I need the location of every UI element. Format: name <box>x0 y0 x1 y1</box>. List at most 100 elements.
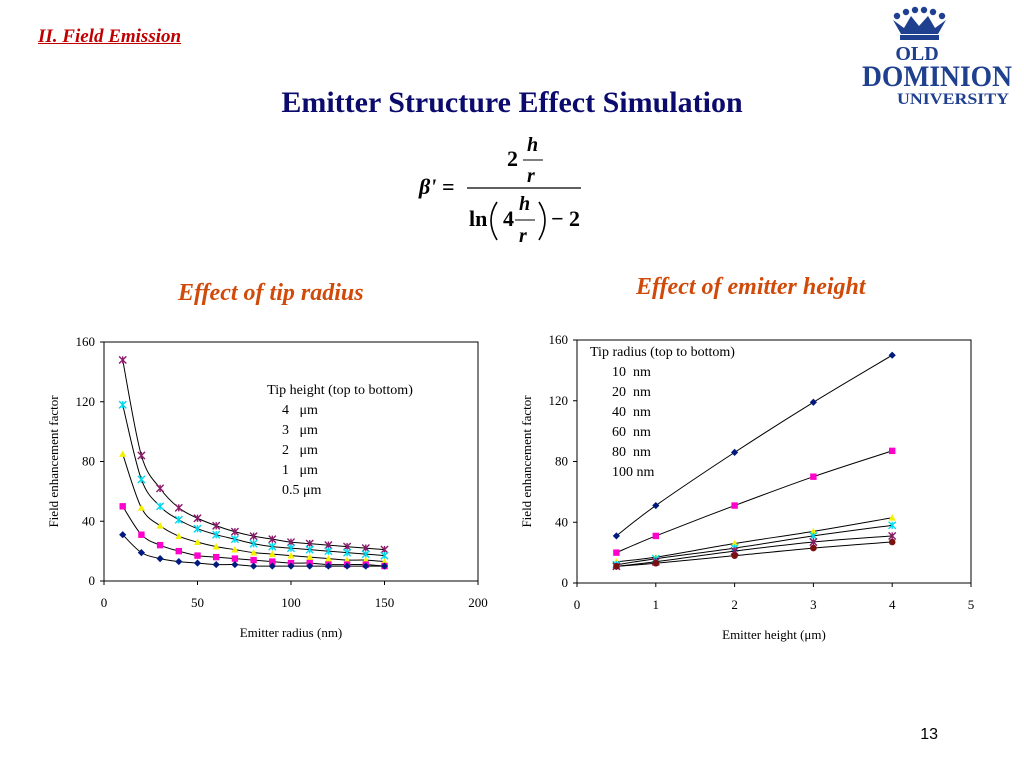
c1-y-axis-label: Field enhancement factor <box>519 395 534 528</box>
c0-series-3-point <box>231 555 239 562</box>
c1-series-2-point <box>809 527 817 535</box>
c1-series-1-point <box>731 502 738 509</box>
c1-series-2-point <box>731 539 739 547</box>
c1-x-tick-label: 5 <box>968 597 975 612</box>
c0-series-1-point <box>324 547 333 556</box>
logo-line-old: OLD <box>895 43 938 65</box>
c0-series-0-point <box>156 484 165 493</box>
formula-num-r: r <box>527 165 535 187</box>
c0-series-1-point <box>268 542 277 551</box>
c1-legend: Tip radius (top to bottom) 10 nm 20 nm 40 n… <box>590 345 735 480</box>
c1-y-tick-label: 0 <box>562 575 569 590</box>
c0-series-1-point <box>230 535 239 544</box>
c0-series-2-point <box>231 546 239 553</box>
c0-y-tick-label: 80 <box>82 454 95 469</box>
c0-series-0-point <box>212 521 221 530</box>
c0-series-1-point <box>137 475 146 484</box>
c1-y-tick-label: 80 <box>555 454 568 469</box>
c1-legend-entry: 10 nm <box>612 365 651 380</box>
formula-den-coef: 4 <box>503 206 514 231</box>
c0-series-4-point <box>193 559 202 567</box>
c0-series-2 <box>119 450 389 565</box>
c1-y-tick-label: 40 <box>555 514 568 529</box>
c0-x-tick-label: 0 <box>101 595 108 610</box>
c0-series-2-point <box>212 543 220 550</box>
c0-legend-entry: 3 μm <box>282 423 318 438</box>
formula-den-h: h <box>519 193 530 215</box>
c0-series-3-point <box>175 547 182 555</box>
c1-series-0-point <box>888 351 896 359</box>
formula-den-r: r <box>519 225 527 247</box>
c1-series-5-point <box>731 552 738 559</box>
c0-series-3-point <box>194 552 201 559</box>
c1-series-5-point <box>810 544 817 552</box>
c1-series-1-point <box>810 473 817 480</box>
c0-series-2-point <box>268 550 276 557</box>
c0-series-2-point <box>380 557 389 565</box>
c1-x-tick-label: 4 <box>889 597 896 612</box>
c0-x-axis-label: Emitter radius (nm) <box>240 625 343 640</box>
c0-series-2-point <box>287 552 295 559</box>
c0-series-4-point <box>268 562 276 570</box>
c1-series-1-point <box>889 447 896 455</box>
c0-series-2-point <box>175 532 183 540</box>
c1-series-3-point <box>888 521 897 530</box>
c0-series-1-point <box>249 539 258 548</box>
c1-series-3-point <box>809 531 818 541</box>
c0-legend-entry: 1 μm <box>282 463 318 478</box>
c1-x-axis-label: Emitter height (μm) <box>722 627 826 642</box>
c1-x-tick-label: 3 <box>810 597 817 612</box>
c0-series-3-point <box>269 558 276 565</box>
c0-series-0-point <box>118 355 127 365</box>
chart-tip-radius: 0 50 100 150 200 0 40 80 120 160 Emitter radius (n… <box>46 334 488 640</box>
formula-num-h: h <box>527 136 538 156</box>
page-number: 13 <box>920 726 938 743</box>
c1-legend-entry: 80 nm <box>612 445 651 460</box>
c0-legend-title: Tip height (top to bottom) <box>267 383 413 398</box>
formula-lhs: β' = <box>418 174 454 199</box>
c0-series-1-point <box>212 530 221 539</box>
c1-series-2 <box>612 514 896 565</box>
c1-legend-entry: 100 nm <box>612 465 655 480</box>
c0-x-tick-label: 100 <box>281 595 301 610</box>
c0-series-3-point <box>250 556 257 564</box>
c1-legend-entry: 60 nm <box>612 425 651 440</box>
c1-x-tick-label: 2 <box>731 597 738 612</box>
c0-series-2-point <box>306 553 314 560</box>
c0-legend: Tip height (top to bottom) 4 μm 3 μm 2 μm 1 … <box>267 383 413 498</box>
c0-series-1 <box>118 400 389 560</box>
c1-y-tick-label: 160 <box>549 332 569 347</box>
beta-formula: β' = 2 h r ln 4 h r − 2 <box>418 136 581 247</box>
c0-series-2-point <box>343 556 351 563</box>
c0-x-tick-label: 200 <box>468 595 488 610</box>
c0-y-tick-label: 0 <box>89 573 96 588</box>
c1-legend-entry: 40 nm <box>612 405 651 420</box>
c0-y-axis-label: Field enhancement factor <box>46 395 61 528</box>
c0-series-4-point <box>287 562 295 570</box>
c0-series-0-point <box>174 503 183 512</box>
slide-title: Emitter Structure Effect Simulation <box>281 86 743 119</box>
c0-series-0-point <box>230 527 239 536</box>
c1-series-2-point <box>888 514 896 521</box>
c0-series-0-point <box>249 532 258 541</box>
c0-series-1-point <box>343 548 352 557</box>
subtitle-emitter-height: Effect of emitter height <box>636 274 866 300</box>
university-logo: OLD DOMINION UNIVERSITY <box>862 6 1012 108</box>
c0-legend-entry: 0.5 μm <box>282 483 322 498</box>
c0-series-4-point <box>343 562 351 570</box>
logo-line-dominion: DOMINION <box>862 60 1012 93</box>
c0-series-3-point <box>119 503 126 510</box>
c0-x-tick-label: 50 <box>191 595 204 610</box>
c0-series-3-point <box>213 553 220 561</box>
c1-series-5 <box>613 538 896 570</box>
section-tag: II. Field Emission <box>38 26 182 47</box>
c0-y-tick-label: 120 <box>76 394 96 409</box>
c0-series-0-point <box>193 514 202 523</box>
c0-legend-entry: 4 μm <box>282 403 318 418</box>
c0-series-1-point <box>156 502 165 511</box>
c0-series-4-point <box>175 557 183 566</box>
c0-series-1-point <box>305 545 314 554</box>
c0-series-4-point <box>306 562 314 570</box>
c0-series-4-point <box>250 562 258 570</box>
c0-series-0 <box>118 355 389 554</box>
